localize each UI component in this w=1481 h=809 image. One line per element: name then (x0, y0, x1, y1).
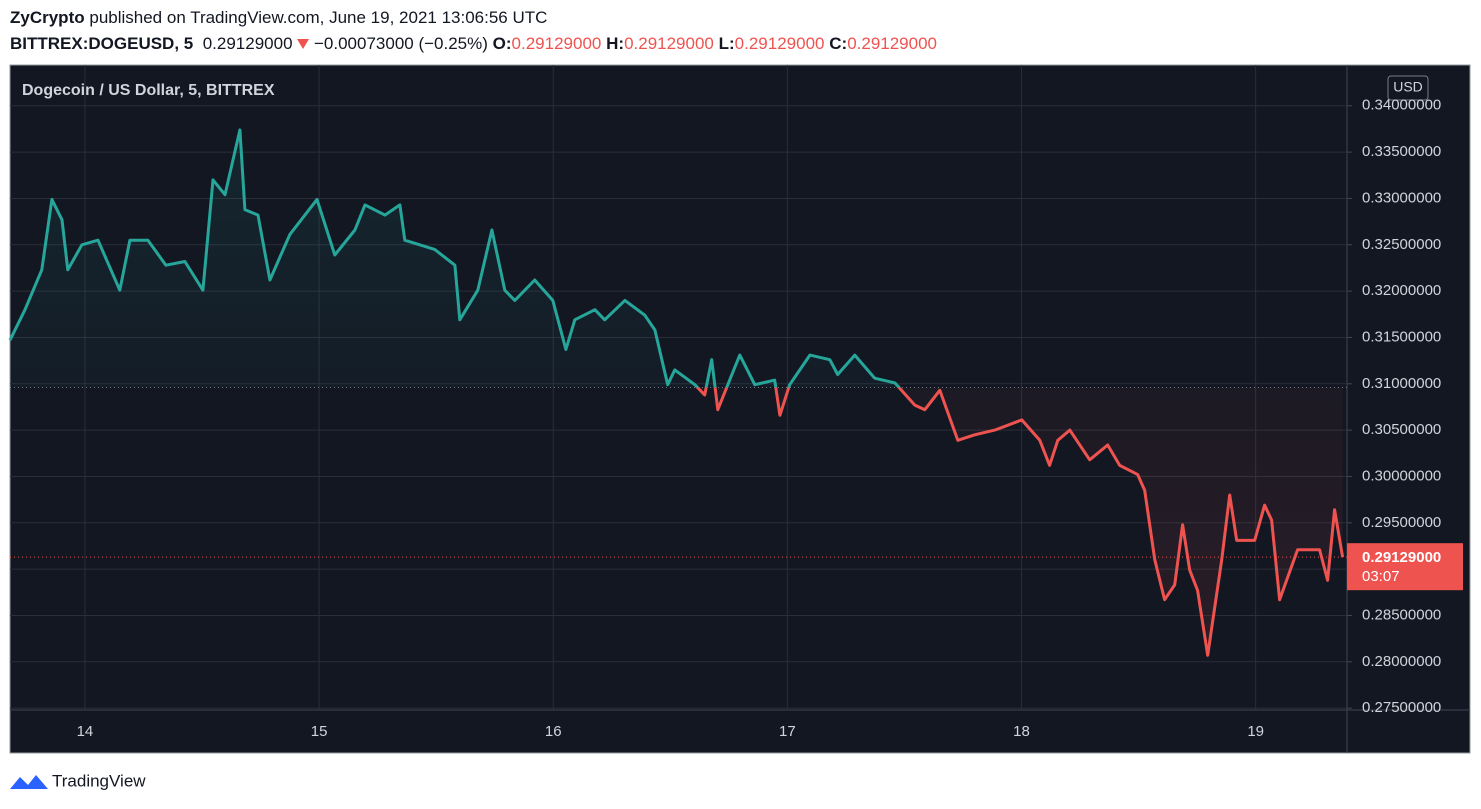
symbol-line: BITTREX:DOGEUSD, 5 0.29129000 −0.0007300… (10, 34, 937, 54)
ohlc-value: 0.29129000 (624, 34, 714, 53)
x-tick-label: 17 (779, 723, 796, 740)
currency: USD (1393, 79, 1423, 95)
x-tick-label: 18 (1013, 723, 1030, 740)
ohlc-value: 0.29129000 (734, 34, 825, 53)
y-tick-label: 0.32500000 (1362, 236, 1441, 253)
chart: Dogecoin / US Dollar, 5, BITTREX USD 0.2… (8, 64, 1471, 754)
y-tick-label: 0.27500000 (1362, 699, 1441, 716)
y-tick-label: 0.33000000 (1362, 189, 1441, 206)
y-tick-label: 0.31000000 (1362, 375, 1441, 392)
x-tick-label: 19 (1247, 723, 1264, 740)
footer-logo: TradingView (10, 771, 146, 790)
y-tick-label: 0.29500000 (1362, 514, 1441, 531)
countdown: 03:07 (1362, 568, 1400, 585)
down-arrow (297, 39, 310, 49)
ohlc-label: H: (606, 34, 625, 53)
ohlc-label: L: (718, 34, 735, 53)
baseline-area (10, 129, 1343, 656)
y-tick-label: 0.32000000 (1362, 282, 1441, 299)
price-line (8, 128, 1345, 657)
y-tick-label: 0.30500000 (1362, 421, 1441, 438)
x-tick-label: 14 (77, 723, 94, 740)
last-price-box (1347, 543, 1463, 591)
last-price-label: 0.29129000 (1362, 549, 1441, 566)
chart-title: Dogecoin / US Dollar, 5, BITTREX (22, 82, 275, 99)
ohlc-label: C: (829, 34, 848, 53)
y-tick-label: 0.31500000 (1362, 328, 1441, 345)
currency-box (1387, 75, 1429, 101)
x-tick-label: 15 (311, 723, 328, 740)
y-tick-label: 0.28000000 (1362, 653, 1441, 670)
logo-icon (10, 775, 48, 789)
ohlc-value: 0.29129000 (511, 34, 602, 53)
x-tick-label: 16 (545, 723, 562, 740)
symbol: BITTREX:DOGEUSD, 5 (10, 34, 194, 53)
published: published on TradingView.com, June 19, 2… (89, 8, 548, 27)
author: ZyCrypto (10, 8, 85, 27)
y-tick-label: 0.30000000 (1362, 467, 1441, 484)
y-tick-label: 0.34000000 (1362, 97, 1441, 114)
y-tick-label: 0.33500000 (1362, 143, 1441, 160)
ohlc-label: O: (492, 34, 512, 53)
y-tick-label: 0.28500000 (1362, 606, 1441, 623)
brand: TradingView (52, 771, 146, 790)
change: −0.00073000 (−0.25%) (314, 34, 488, 53)
last: 0.29129000 (202, 34, 293, 53)
ohlc-value: 0.29129000 (847, 34, 938, 53)
publish-line: ZyCrypto published on TradingView.com, J… (10, 8, 547, 28)
